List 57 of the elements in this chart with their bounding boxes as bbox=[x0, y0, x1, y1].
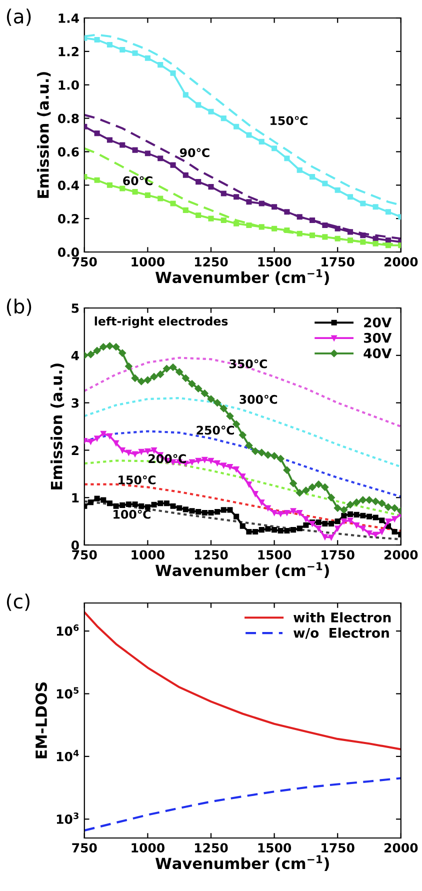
y-tick-label: 3 bbox=[72, 398, 79, 408]
x-tick-label: 1750 bbox=[322, 257, 354, 267]
legend-label: 40V bbox=[364, 348, 392, 358]
y-tick-label: 0.0 bbox=[58, 247, 79, 257]
x-tick-label: 1500 bbox=[258, 257, 292, 267]
chart-title: (c) bbox=[6, 594, 30, 611]
y-tick-label: 0.2 bbox=[58, 214, 78, 224]
y-axis-title: Emission (a.u.) bbox=[37, 72, 51, 198]
y-tick-label: 4 bbox=[71, 351, 79, 360]
x-tick-label: 1750 bbox=[322, 843, 354, 853]
x-tick-label: 1000 bbox=[132, 843, 164, 853]
y-tick-label: 2 bbox=[72, 446, 78, 455]
x-tick-label: 1250 bbox=[195, 550, 228, 560]
x-tick-label: 1250 bbox=[195, 257, 228, 267]
y-tick-label: 5 bbox=[72, 304, 79, 313]
y-tick-label: 0.6 bbox=[58, 147, 79, 157]
y-tick-label: 10$^{6}$ bbox=[56, 624, 79, 636]
annotation: 250℃ bbox=[196, 426, 234, 435]
x-tick-label: 1000 bbox=[132, 550, 164, 560]
legend-label: with Electron bbox=[294, 612, 391, 622]
annotation: 90℃ bbox=[180, 148, 210, 158]
y-tick-label: 10$^{5}$ bbox=[56, 687, 79, 699]
x-axis-title: Wavenumber (cm$^{−1}$) bbox=[155, 855, 329, 871]
y-tick-label: 1.4 bbox=[58, 14, 79, 23]
x-tick-label: 750 bbox=[72, 843, 97, 853]
x-tick-label: 1250 bbox=[195, 843, 228, 853]
x-tick-label: 2000 bbox=[384, 550, 418, 560]
annotation: 150℃ bbox=[118, 475, 156, 484]
y-tick-label: 1.0 bbox=[58, 80, 79, 90]
x-tick-label: 750 bbox=[72, 550, 97, 560]
y-tick-label: 1 bbox=[72, 493, 79, 502]
x-axis-title: Wavenumber (cm$^{−1}$) bbox=[155, 269, 329, 285]
y-axis-title: EM-LDOS bbox=[35, 682, 48, 758]
legend-label: 20V bbox=[364, 317, 392, 328]
x-tick-label: 1750 bbox=[322, 550, 354, 560]
annotation: 100℃ bbox=[114, 510, 150, 519]
y-tick-label: 0 bbox=[71, 540, 79, 550]
x-axis-title: Wavenumber (cm$^{−1}$) bbox=[155, 562, 329, 578]
annotation: 300℃ bbox=[240, 394, 278, 404]
y-tick-label: 0.8 bbox=[58, 114, 79, 124]
y-tick-label: 10$^{3}$ bbox=[56, 812, 78, 824]
x-tick-label: 2000 bbox=[384, 257, 418, 267]
chart-title: (a) bbox=[6, 8, 31, 26]
legend-label: 30V bbox=[364, 332, 392, 343]
y-tick-label: 10$^{4}$ bbox=[56, 750, 79, 762]
x-tick-label: 2000 bbox=[384, 843, 418, 853]
x-tick-label: 1000 bbox=[132, 257, 164, 267]
legend-label: w/o Electron bbox=[294, 628, 389, 639]
y-tick-label: 0.4 bbox=[58, 180, 79, 190]
annotation: 150℃ bbox=[270, 116, 308, 126]
y-tick-label: 1.2 bbox=[58, 46, 78, 56]
x-tick-label: 750 bbox=[72, 257, 97, 267]
x-tick-label: 1500 bbox=[258, 843, 292, 853]
annotation: left-right electrodes bbox=[94, 316, 228, 328]
chart-title: (b) bbox=[6, 298, 32, 316]
y-axis-title: Emission (a.u.) bbox=[50, 364, 64, 490]
x-tick-label: 1500 bbox=[258, 550, 292, 560]
